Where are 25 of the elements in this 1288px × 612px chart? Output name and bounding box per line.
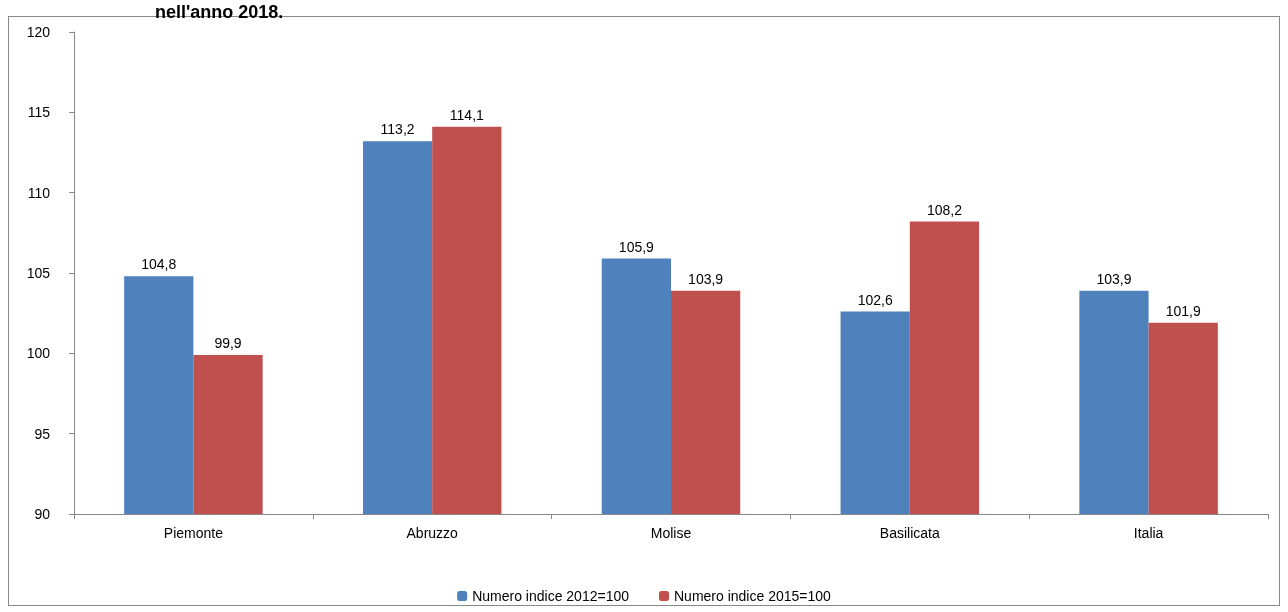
x-tick-label: Basilicata [879, 525, 940, 541]
legend-label: Numero indice 2015=100 [674, 588, 832, 604]
y-tick-label: 110 [27, 184, 51, 201]
data-label: 108,2 [926, 201, 963, 218]
data-label: 114,1 [449, 106, 485, 123]
y-tick-label: 115 [27, 104, 51, 121]
x-tick-label: Piemonte [163, 525, 224, 541]
x-tick-label: Italia [1133, 525, 1164, 541]
y-tick-label: 95 [34, 425, 51, 442]
y-tick-label: 100 [26, 345, 51, 362]
chart-title: nell'anno 2018. [155, 2, 284, 22]
data-label: 104,8 [141, 256, 177, 273]
data-label: 99,9 [214, 334, 242, 351]
data-label: 102,6 [857, 291, 893, 308]
y-tick-label: 90 [34, 506, 51, 522]
y-tick-label: 120 [26, 24, 51, 40]
x-tick-label: Abruzzo [406, 525, 459, 541]
x-tick-label: Molise [650, 525, 692, 541]
y-tick-label: 105 [26, 265, 51, 281]
data-label: 105,9 [618, 238, 655, 255]
data-label: 103,9 [688, 270, 724, 287]
data-label: 103,9 [1096, 270, 1132, 287]
data-label: 113,2 [380, 121, 415, 138]
data-label: 101,9 [1165, 302, 1201, 319]
legend-label: Numero indice 2012=100 [472, 588, 630, 604]
